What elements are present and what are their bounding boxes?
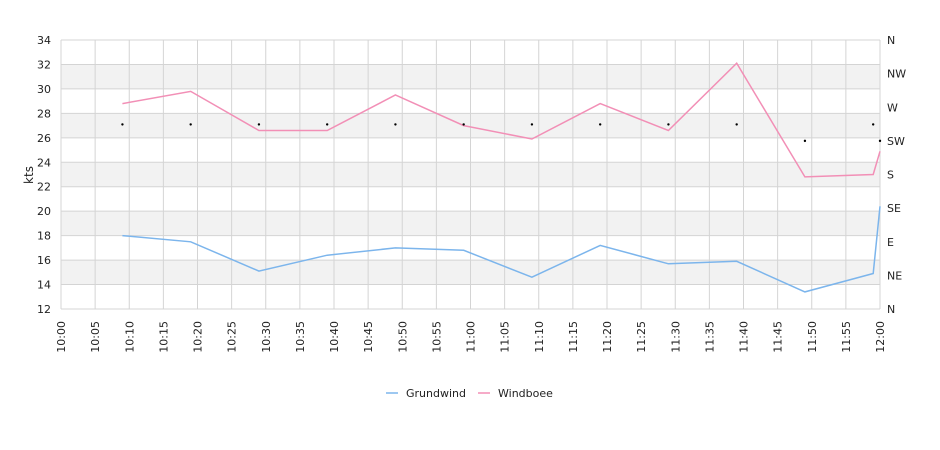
direction-marker <box>667 123 670 126</box>
x-tick-label: 11:00 <box>465 321 478 353</box>
x-tick-label: 11:05 <box>499 321 512 353</box>
y-tick-label: 24 <box>37 156 51 169</box>
direction-axis-ticks: N NW W SW S SE E NE N <box>887 34 906 316</box>
direction-marker <box>121 123 124 126</box>
y-tick-label: 12 <box>37 303 51 316</box>
direction-tick-label: W <box>887 101 898 114</box>
x-tick-label: 10:55 <box>430 321 443 353</box>
direction-marker <box>394 123 397 126</box>
x-axis-ticks: 10:00 10:05 10:10 10:15 10:20 10:25 10:30 10:35… <box>55 321 887 353</box>
direction-marker <box>189 123 192 126</box>
y-tick-label: 30 <box>37 83 51 96</box>
x-tick-label: 10:25 <box>226 321 239 353</box>
legend-item-windboee[interactable]: Windboee <box>478 387 553 400</box>
y-tick-label: 14 <box>37 279 51 292</box>
x-tick-label: 10:35 <box>294 321 307 353</box>
x-tick-label: 11:45 <box>772 321 785 353</box>
x-tick-label: 11:25 <box>635 321 648 353</box>
x-tick-label: 11:15 <box>567 321 580 353</box>
direction-marker <box>257 123 261 126</box>
y-axis-title: kts <box>22 166 36 184</box>
direction-marker <box>735 123 738 126</box>
direction-marker <box>462 123 465 126</box>
x-tick-label: 10:00 <box>55 321 68 353</box>
x-tick-label: 10:45 <box>362 321 375 353</box>
direction-marker <box>598 123 602 126</box>
direction-marker <box>871 123 875 126</box>
legend-label: Windboee <box>498 387 553 400</box>
x-tick-label: 11:30 <box>669 321 682 353</box>
direction-tick-label: E <box>887 236 894 249</box>
y-tick-label: 22 <box>37 181 51 194</box>
series-lines <box>122 61 881 293</box>
x-tick-label: 11:35 <box>703 321 716 353</box>
x-tick-label: 10:30 <box>260 321 273 353</box>
x-tick-label: 11:50 <box>806 321 819 353</box>
direction-tick-label: N <box>887 34 895 47</box>
x-tick-label: 10:20 <box>192 321 205 353</box>
y-tick-label: 32 <box>37 58 51 71</box>
y-tick-label: 34 <box>37 34 51 47</box>
direction-tick-label: NE <box>887 269 902 282</box>
x-tick-label: 10:05 <box>89 321 102 353</box>
direction-tick-label: SE <box>887 202 901 215</box>
direction-tick-label: SW <box>887 135 905 148</box>
x-tick-label: 11:10 <box>533 321 546 353</box>
x-tick-label: 10:15 <box>157 321 170 353</box>
direction-marker <box>803 139 807 143</box>
y-tick-label: 18 <box>37 230 51 243</box>
legend-label: Grundwind <box>406 387 466 400</box>
direction-tick-label: S <box>887 169 894 182</box>
x-tick-label: 10:10 <box>123 321 136 353</box>
legend[interactable]: Grundwind Windboee <box>386 387 553 400</box>
y-axis-ticks: 34 32 30 28 26 24 22 20 18 16 14 12 <box>37 34 51 316</box>
direction-marker <box>325 123 329 126</box>
direction-marker <box>878 139 882 143</box>
y-tick-label: 16 <box>37 254 51 267</box>
y-tick-label: 26 <box>37 132 51 145</box>
y-tick-label: 20 <box>37 205 51 218</box>
x-tick-label: 12:00 <box>874 321 887 353</box>
x-tick-label: 11:55 <box>840 321 853 353</box>
x-tick-label: 10:40 <box>328 321 341 353</box>
series-line-grundwind <box>122 206 881 293</box>
direction-markers <box>121 123 882 143</box>
y-tick-label: 28 <box>37 107 51 120</box>
x-tick-label: 11:40 <box>738 321 751 353</box>
direction-tick-label: NW <box>887 68 906 81</box>
direction-marker <box>530 123 534 126</box>
x-tick-label: 11:20 <box>601 321 614 353</box>
x-tick-label: 10:50 <box>396 321 409 353</box>
series-line-windboee <box>122 61 881 178</box>
direction-tick-label: N <box>887 303 895 316</box>
legend-item-grundwind[interactable]: Grundwind <box>386 387 466 400</box>
grid-lines <box>60 39 881 310</box>
